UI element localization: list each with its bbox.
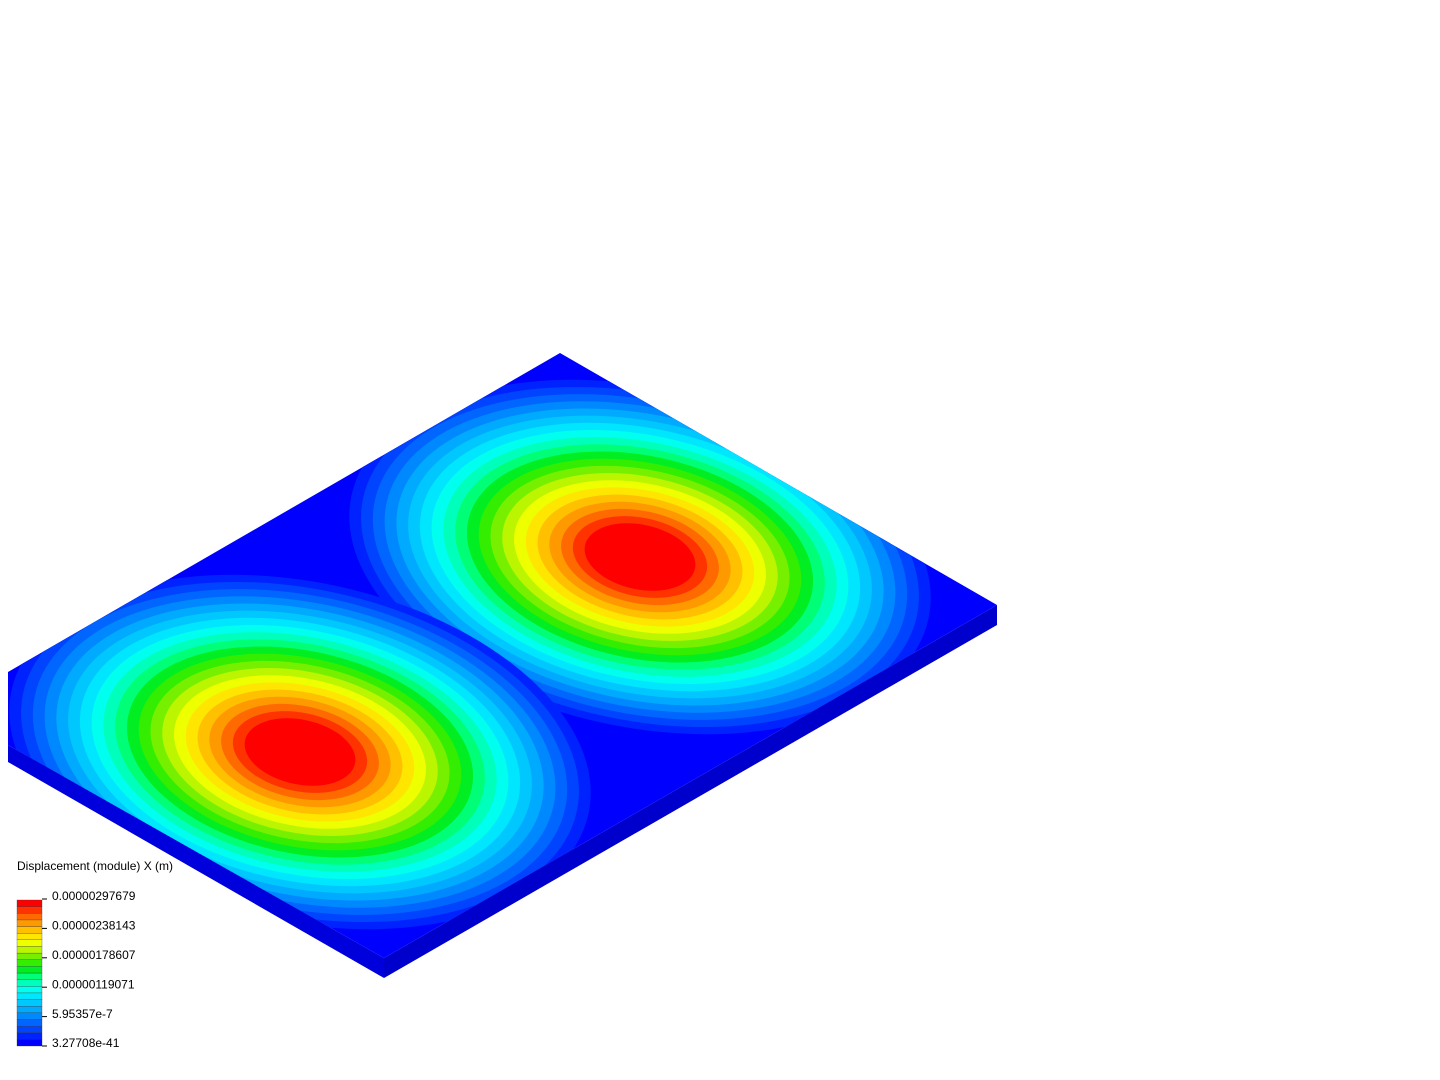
color-band xyxy=(16,939,43,947)
legend-ticks: 0.00000297679 0.00000238143 0.00000178607 0… xyxy=(42,889,136,1050)
contour-band xyxy=(244,718,356,786)
tick-label: 0.00000178607 xyxy=(52,948,136,962)
contours xyxy=(9,379,931,930)
color-band xyxy=(16,972,43,980)
color-band xyxy=(16,933,43,940)
color-band xyxy=(16,1032,43,1040)
tick-label: 0.00000238143 xyxy=(52,919,136,933)
plate-side xyxy=(8,745,384,978)
tick-label: 3.27708e-41 xyxy=(52,1036,120,1050)
color-band xyxy=(16,1006,43,1013)
color-bar xyxy=(16,899,43,1047)
color-band xyxy=(16,1012,43,1020)
color-band xyxy=(16,913,43,921)
plate-side xyxy=(384,605,997,978)
color-band xyxy=(16,966,43,974)
color-band xyxy=(16,1019,43,1027)
contour-band xyxy=(584,523,696,591)
color-band xyxy=(16,979,43,987)
color-band xyxy=(16,926,43,934)
color-band xyxy=(16,992,43,1000)
color-band xyxy=(16,959,43,967)
color-band xyxy=(16,919,43,927)
color-band xyxy=(16,899,43,907)
color-band xyxy=(16,1025,43,1033)
tick-label: 5.95357e-7 xyxy=(52,1007,113,1021)
color-band xyxy=(16,946,43,954)
color-band xyxy=(16,952,43,960)
color-band xyxy=(16,999,43,1007)
tick-label: 0.00000297679 xyxy=(52,889,136,903)
color-band xyxy=(16,1039,43,1047)
tick-label: 0.00000119071 xyxy=(52,977,135,991)
legend-title: Displacement (module) X (m) xyxy=(17,859,173,873)
color-band xyxy=(16,906,43,914)
color-band xyxy=(16,986,43,994)
